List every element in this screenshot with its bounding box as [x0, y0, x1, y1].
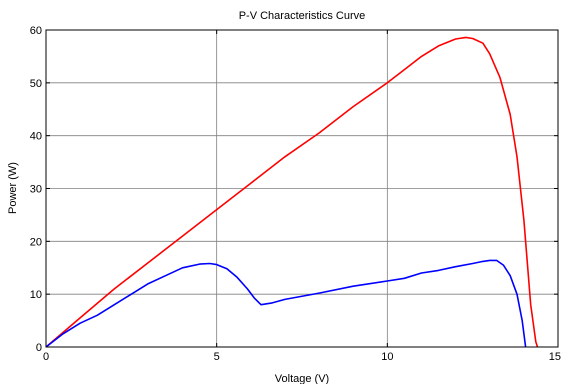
x-tick-label-2: 10: [381, 351, 393, 363]
y-tick-label-2: 20: [30, 236, 42, 248]
y-tick-label-0: 0: [36, 342, 42, 354]
axis-ticks: 0 5 10 15 0 10 20 30 40 50 60: [30, 25, 561, 363]
x-tick-label-1: 5: [214, 351, 220, 363]
series-lines: [45, 36, 539, 348]
series-line-0: [45, 36, 539, 348]
y-tick-label-6: 60: [30, 25, 42, 37]
series-line-1: [45, 259, 527, 348]
y-tick-label-1: 10: [30, 289, 42, 301]
y-tick-label-3: 30: [30, 184, 42, 196]
y-axis-label: Power (W): [7, 162, 19, 214]
x-tick-label-3: 15: [549, 351, 561, 363]
chart-title: P-V Characteristics Curve: [239, 10, 366, 22]
y-tick-label-4: 40: [30, 131, 42, 143]
y-tick-label-5: 50: [30, 78, 42, 90]
x-tick-label-0: 0: [43, 351, 49, 363]
x-axis-label: Voltage (V): [275, 373, 329, 384]
